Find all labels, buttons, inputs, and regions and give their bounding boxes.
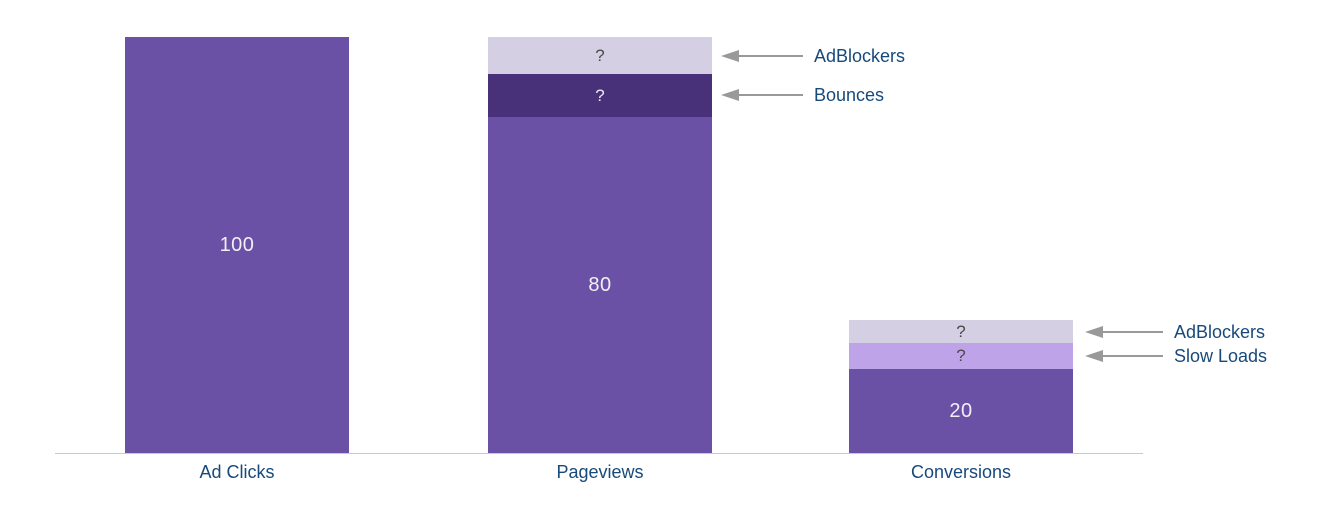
segment-ad-clicks: 100 xyxy=(125,37,349,453)
bar-pageviews: ? ? 80 xyxy=(488,37,712,453)
segment-pageviews-adblockers: ? xyxy=(488,37,712,74)
annotation-pageviews-bounces: Bounces xyxy=(814,85,885,105)
segment-conversions-base: 20 xyxy=(849,369,1073,453)
bar-value-label: 20 xyxy=(949,399,973,422)
bar-value-label: 100 xyxy=(219,233,255,256)
x-axis-line xyxy=(55,453,1143,454)
bar-ad-clicks: 100 xyxy=(125,37,349,453)
arrow-shaft xyxy=(738,94,803,96)
arrow-left-icon xyxy=(721,50,803,62)
segment-conversions-adblockers: ? xyxy=(849,320,1073,343)
category-label-ad-clicks: Ad Clicks xyxy=(199,462,275,482)
arrowhead-icon xyxy=(721,89,739,101)
arrow-left-icon xyxy=(1085,326,1163,338)
annotation-pageviews-adblockers: AdBlockers xyxy=(814,46,906,66)
category-label-conversions: Conversions xyxy=(910,462,1012,482)
segment-conversions-slowloads: ? xyxy=(849,343,1073,369)
arrowhead-icon xyxy=(721,50,739,62)
segment-value-label: ? xyxy=(595,85,605,105)
category-label-pageviews: Pageviews xyxy=(556,462,644,482)
arrow-shaft xyxy=(738,55,803,57)
segment-pageviews-base: 80 xyxy=(488,117,712,453)
arrowhead-icon xyxy=(1085,326,1103,338)
segment-value-label: ? xyxy=(595,45,605,65)
arrow-shaft xyxy=(1102,355,1163,357)
arrow-left-icon xyxy=(1085,350,1163,362)
bar-value-label: 80 xyxy=(588,273,612,296)
segment-value-label: ? xyxy=(956,321,966,341)
segment-value-label: ? xyxy=(956,346,966,365)
bar-conversions: ? ? 20 xyxy=(849,320,1073,453)
annotation-conversions-slowloads: Slow Loads xyxy=(1174,346,1268,366)
arrowhead-icon xyxy=(1085,350,1103,362)
segment-pageviews-bounces: ? xyxy=(488,74,712,117)
annotation-conversions-adblockers: AdBlockers xyxy=(1174,322,1266,342)
arrow-shaft xyxy=(1102,331,1163,333)
arrow-left-icon xyxy=(721,89,803,101)
